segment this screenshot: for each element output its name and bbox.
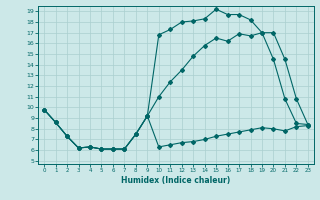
X-axis label: Humidex (Indice chaleur): Humidex (Indice chaleur) [121, 176, 231, 185]
